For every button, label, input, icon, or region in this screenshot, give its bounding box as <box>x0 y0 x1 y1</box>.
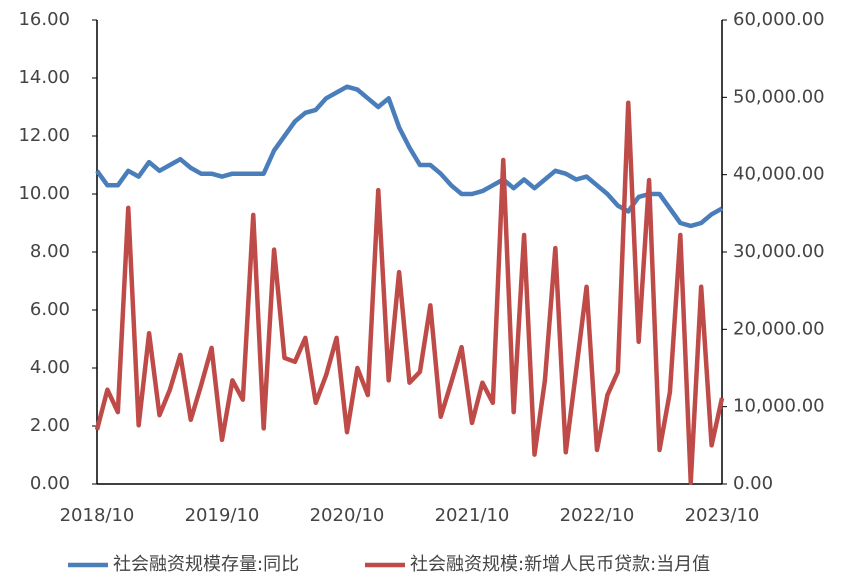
y-tick-label: 6.00 <box>30 299 70 320</box>
y2-tick-label: 10,000.00 <box>733 396 825 417</box>
x-tick-label: 2020/10 <box>310 505 385 526</box>
y-tick-label: 16.00 <box>18 9 70 30</box>
series-line <box>95 84 724 229</box>
y-tick-label: 0.00 <box>30 473 70 494</box>
y-tick-label: 12.00 <box>18 125 70 146</box>
series-line <box>94 100 725 485</box>
y2-tick-label: 50,000.00 <box>733 86 825 107</box>
y2-tick-label: 20,000.00 <box>733 318 825 339</box>
y2-tick-label: 30,000.00 <box>733 241 825 262</box>
y2-tick-label: 40,000.00 <box>733 164 825 185</box>
x-tick-label: 2021/10 <box>435 505 510 526</box>
x-tick-label: 2023/10 <box>685 505 760 526</box>
x-tick-label: 2022/10 <box>560 505 635 526</box>
y-tick-label: 10.00 <box>18 183 70 204</box>
y2-tick-label: 0.00 <box>733 473 773 494</box>
y-tick-label: 2.00 <box>30 415 70 436</box>
y-tick-label: 4.00 <box>30 357 70 378</box>
legend-label: 社会融资规模:新增人民币贷款:当月值 <box>410 554 710 575</box>
x-tick-label: 2018/10 <box>60 505 135 526</box>
y-tick-label: 8.00 <box>30 241 70 262</box>
legend-label: 社会融资规模存量:同比 <box>113 554 299 575</box>
y2-tick-label: 60,000.00 <box>733 9 825 30</box>
x-tick-label: 2019/10 <box>185 505 260 526</box>
y-tick-label: 14.00 <box>18 67 70 88</box>
